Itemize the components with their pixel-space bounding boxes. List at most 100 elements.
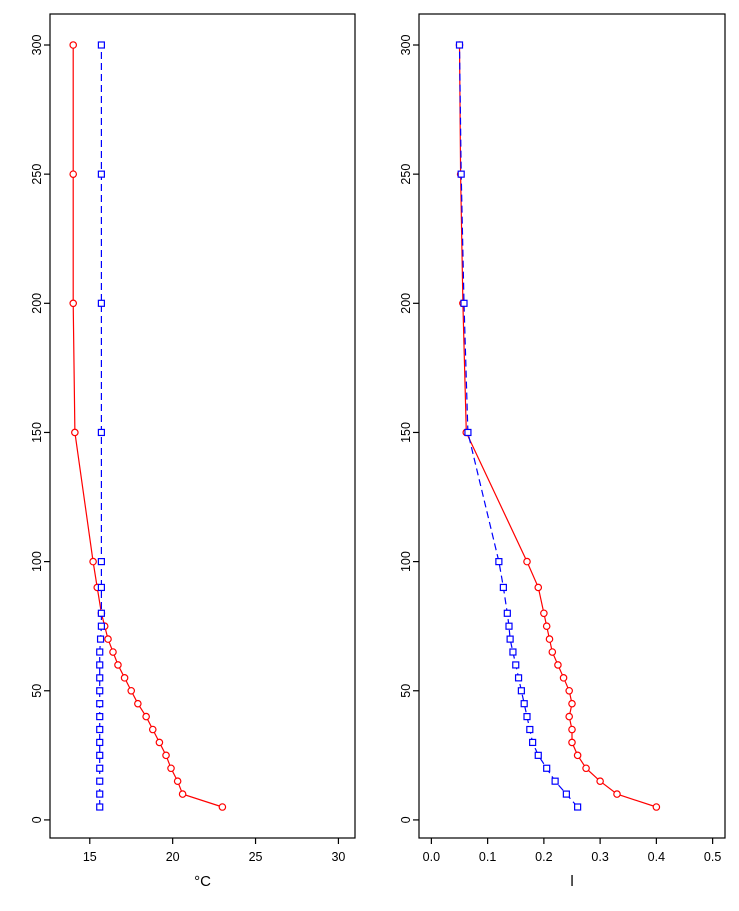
red-solid-circles-marker <box>162 751 170 760</box>
blue-dashed-squares-line <box>99 45 102 807</box>
x-tick-label: 15 <box>83 850 97 864</box>
plot-box <box>49 13 356 839</box>
red-solid-circles-marker <box>71 428 79 437</box>
red-solid-circles-marker <box>178 790 187 798</box>
blue-dashed-squares-marker <box>96 661 104 669</box>
y-tick-label: 300 <box>30 35 44 56</box>
x-tick-label: 0.4 <box>648 850 665 864</box>
red-solid-circles-marker <box>134 699 142 708</box>
red-solid-circles-marker <box>565 712 573 721</box>
blue-dashed-squares-line <box>458 44 579 808</box>
red-solid-circles-marker <box>155 738 164 747</box>
red-solid-circles-marker <box>565 686 573 695</box>
blue-dashed-squares-marker <box>97 299 105 307</box>
x-tick-label: 0.3 <box>591 850 608 864</box>
y-tick-label: 100 <box>30 551 44 572</box>
y-tick-label: 300 <box>399 35 413 56</box>
blue-dashed-squares-marker <box>96 738 104 747</box>
y-tick-label: 200 <box>30 293 44 314</box>
red-solid-circles-marker <box>568 699 576 708</box>
y-tick-label: 200 <box>399 293 413 314</box>
red-solid-circles-marker <box>559 674 568 682</box>
red-solid-circles-marker <box>69 170 78 178</box>
x-tick-label: 20 <box>166 850 180 864</box>
red-solid-circles-marker <box>173 777 182 785</box>
blue-dashed-squares-marker <box>523 712 531 721</box>
blue-dashed-squares-marker <box>460 299 468 307</box>
red-solid-circles-marker <box>596 777 604 785</box>
plot-box <box>418 13 726 839</box>
blue-dashed-squares-marker <box>96 764 104 772</box>
blue-dashed-squares-marker <box>551 777 559 785</box>
red-solid-circles-marker <box>573 751 582 760</box>
red-solid-circles-marker <box>554 661 562 669</box>
red-solid-circles-marker <box>523 557 531 566</box>
x-axis-title: l <box>570 873 573 890</box>
red-solid-circles-marker <box>127 686 136 695</box>
y-tick-label: 250 <box>399 164 413 185</box>
blue-dashed-squares-marker <box>97 428 105 437</box>
blue-dashed-squares-marker <box>499 583 507 592</box>
blue-dashed-squares-marker <box>495 558 503 566</box>
blue-dashed-squares-marker <box>509 648 517 656</box>
blue-dashed-squares-marker <box>96 674 104 682</box>
red-solid-circles-marker <box>568 725 576 734</box>
red-solid-circles-marker <box>69 41 78 49</box>
blue-dashed-squares-marker <box>506 635 514 643</box>
red-solid-circles-line <box>458 44 657 808</box>
blue-dashed-squares-marker <box>574 803 582 811</box>
blue-dashed-squares-marker <box>96 700 104 708</box>
blue-dashed-squares-marker <box>96 687 104 695</box>
blue-dashed-squares-marker <box>97 583 105 592</box>
blue-dashed-squares-marker <box>517 687 525 695</box>
red-solid-circles-marker <box>104 635 112 643</box>
blue-dashed-squares-marker <box>520 700 528 708</box>
light-profile-svg: 0.0 0.1 0.2 0.3 0.4 0.5 0 50 100 150 200 250 300 l <box>399 13 726 890</box>
red-solid-circles-marker <box>167 764 175 773</box>
blue-dashed-squares-marker <box>97 622 105 630</box>
y-tick-label: 0 <box>399 816 413 823</box>
blue-dashed-squares-marker <box>534 751 542 759</box>
y-tick-label: 150 <box>399 422 413 443</box>
red-solid-circles-marker <box>540 609 548 618</box>
blue-dashed-squares-marker <box>96 777 104 785</box>
x-tick-label: 0.0 <box>423 850 440 864</box>
y-tick-label: 50 <box>399 684 413 698</box>
blue-dashed-squares-marker <box>96 803 104 811</box>
blue-dashed-squares-marker <box>96 712 104 721</box>
x-tick-label: 0.1 <box>479 850 496 864</box>
light-profile-panel: 0.0 0.1 0.2 0.3 0.4 0.5 0 50 100 150 200 250 300 l <box>369 0 739 906</box>
temperature-profile-panel: 15 20 25 30 0 50 100 150 200 250 300 °C <box>0 0 369 906</box>
blue-dashed-squares-marker <box>505 622 513 630</box>
blue-dashed-squares-marker <box>97 558 105 566</box>
y-tick-label: 250 <box>30 164 44 185</box>
blue-dashed-squares-marker <box>562 790 570 798</box>
y-tick-label: 150 <box>30 422 44 443</box>
blue-dashed-squares-marker <box>457 170 465 178</box>
blue-dashed-squares-marker <box>96 648 104 656</box>
blue-dashed-squares-marker <box>455 41 464 49</box>
blue-dashed-squares-marker <box>529 738 537 747</box>
red-solid-circles-marker <box>652 803 661 811</box>
x-tick-label: 25 <box>249 850 263 864</box>
red-solid-circles-marker <box>545 635 554 643</box>
blue-dashed-squares-marker <box>514 674 523 682</box>
blue-dashed-squares-marker <box>96 790 104 798</box>
blue-dashed-squares-marker <box>97 41 105 49</box>
red-solid-circles-marker <box>148 725 157 734</box>
y-tick-label: 0 <box>30 816 44 823</box>
blue-dashed-squares-marker <box>96 751 104 759</box>
red-solid-circles-marker <box>109 648 117 656</box>
red-solid-circles-marker <box>89 557 97 566</box>
red-solid-circles-marker <box>120 674 129 682</box>
x-tick-label: 30 <box>331 850 345 864</box>
red-solid-circles-marker <box>548 648 557 656</box>
y-tick-label: 50 <box>30 684 44 698</box>
red-solid-circles-marker <box>142 712 150 721</box>
red-solid-circles-marker <box>613 790 621 798</box>
blue-dashed-squares-marker <box>96 635 105 643</box>
red-solid-circles-marker <box>69 299 78 308</box>
x-axis-title: °C <box>194 873 211 890</box>
